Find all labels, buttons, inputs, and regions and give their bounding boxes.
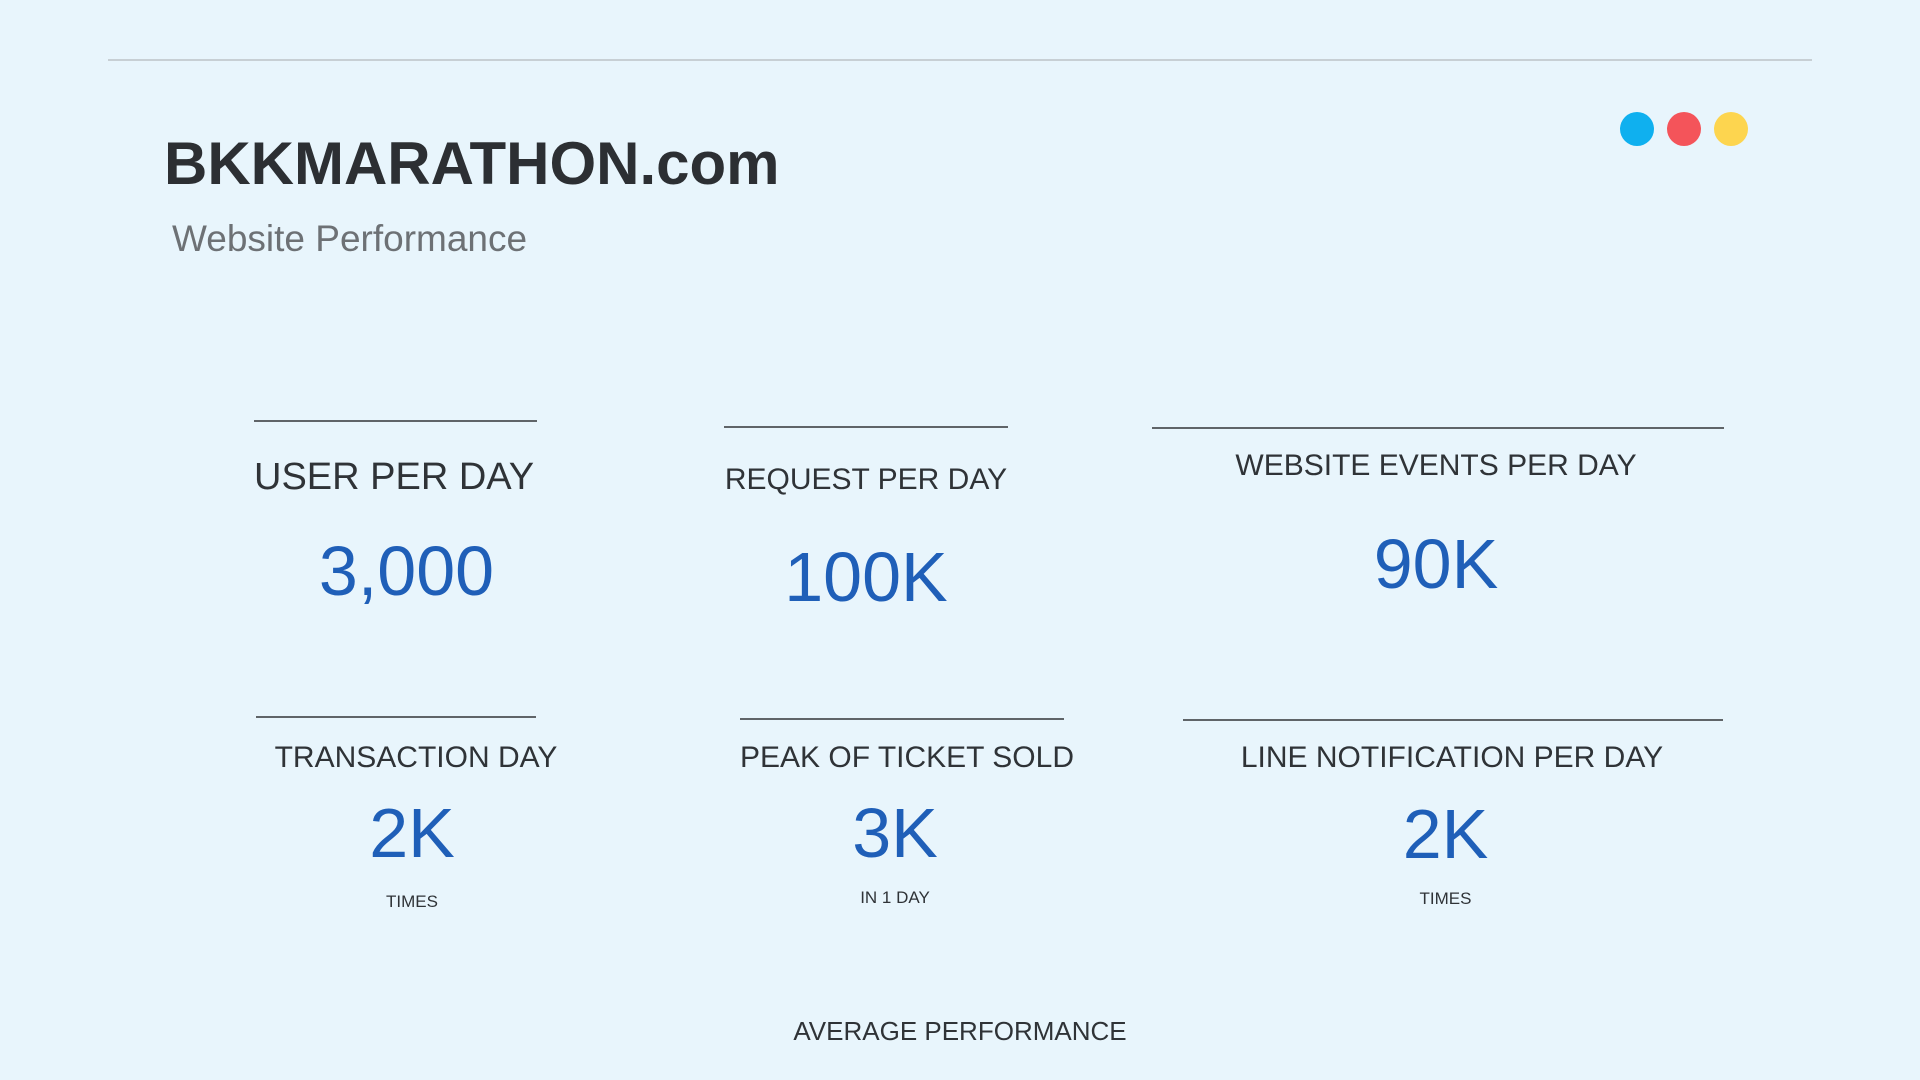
stat-divider [724,426,1008,428]
stat-user-per-day: USER PER DAY 3,000 [254,420,537,620]
stat-label: LINE NOTIFICATION PER DAY [1240,741,1664,774]
stat-value: 3,000 [318,532,495,610]
stat-label: REQUEST PER DAY [724,463,1008,496]
stat-label: TRANSACTION DAY [274,741,558,774]
stat-divider [254,420,537,422]
yellow-dot-icon [1714,112,1748,146]
stat-divider [740,718,1064,720]
stat-value: 100K [784,538,948,616]
stat-label: USER PER DAY [254,456,535,498]
stat-value: 2K [369,794,455,872]
stat-peak-of-ticket-sold: PEAK OF TICKET SOLD 3K IN 1 DAY [740,718,1074,918]
stat-value: 3K [852,794,938,872]
stat-request-per-day: REQUEST PER DAY 100K [724,426,1008,626]
stat-value: 2K [1402,795,1489,873]
stat-divider [1152,427,1724,429]
stat-label: PEAK OF TICKET SOLD [740,741,1074,774]
stat-divider [256,716,536,718]
stat-value: 90K [1373,525,1499,603]
red-dot-icon [1667,112,1701,146]
stat-note: IN 1 DAY [860,888,930,907]
top-divider [108,59,1812,61]
stat-divider [1183,719,1723,721]
stat-website-events-per-day: WEBSITE EVENTS PER DAY 90K [1152,427,1724,627]
stat-note: TIMES [1419,889,1472,908]
blue-dot-icon [1620,112,1654,146]
stat-label: WEBSITE EVENTS PER DAY [1235,449,1637,482]
stat-transaction-day: TRANSACTION DAY 2K TIMES [256,716,557,916]
site-title: BKKMARATHON.com [164,130,780,197]
site-subtitle: Website Performance [172,218,528,259]
stat-line-notification-per-day: LINE NOTIFICATION PER DAY 2K TIMES [1183,719,1723,919]
footer-label: AVERAGE PERFORMANCE [793,1016,1127,1046]
stat-note: TIMES [386,892,438,911]
window-dots [1620,112,1748,146]
